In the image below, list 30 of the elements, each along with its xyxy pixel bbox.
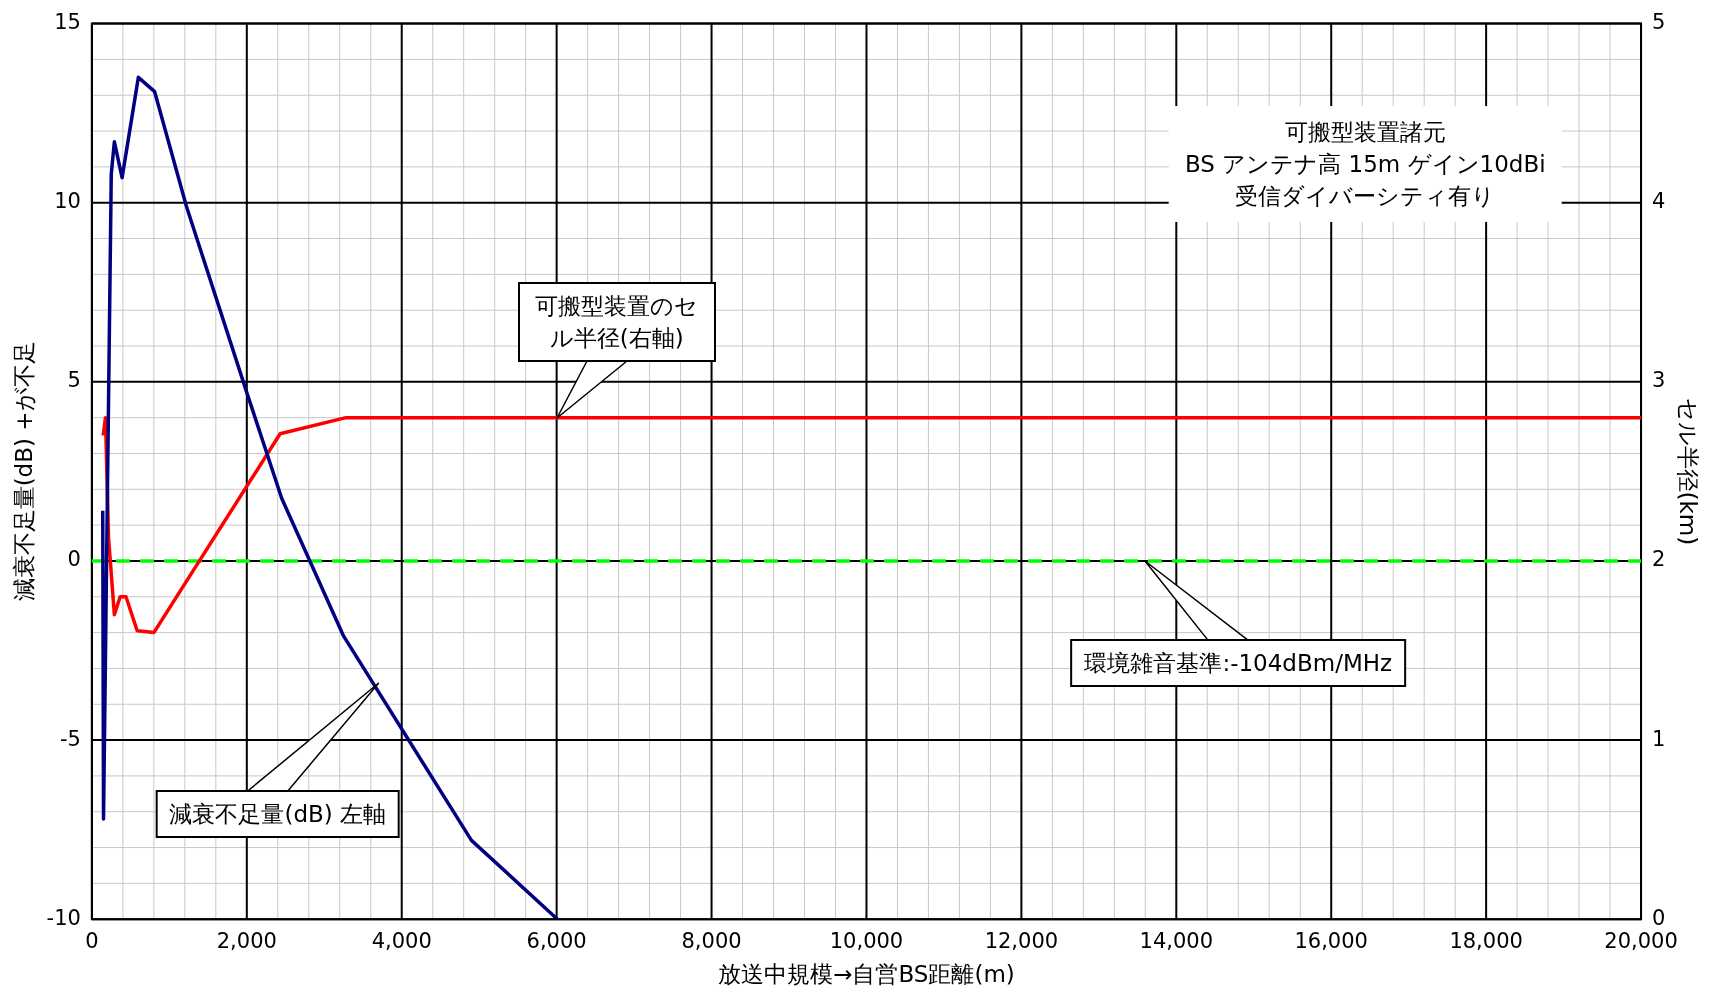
- x-axis-title: 放送中規模→自営BS距離(m): [718, 961, 1015, 988]
- y2-tick-label: 1: [1652, 726, 1666, 751]
- y2-tick-label: 5: [1652, 10, 1666, 35]
- x-tick-label: 2,000: [216, 929, 277, 954]
- annotation: 可搬型装置のセル半径(右軸): [517, 281, 716, 362]
- x-tick-label: 4,000: [371, 929, 432, 954]
- x-tick-label: 14,000: [1139, 929, 1214, 954]
- y-tick-label: 15: [54, 10, 81, 35]
- y-tick-label: -10: [46, 905, 81, 930]
- x-tick-label: 10,000: [829, 929, 904, 954]
- y2-tick-label: 4: [1652, 189, 1666, 214]
- x-tick-label: 12,000: [984, 929, 1059, 954]
- y-tick-label: -5: [59, 726, 81, 751]
- x-tick-label: 16,000: [1294, 929, 1368, 954]
- x-tick-label: 6,000: [526, 929, 587, 954]
- y2-tick-label: 2: [1652, 547, 1666, 572]
- annotation: 環境雑音基準:-104dBm/MHz: [1070, 639, 1407, 688]
- y2-axis-title: セル半径(km): [1675, 397, 1702, 546]
- y-axis-title: 減衰不足量(dB) +が不足: [10, 341, 37, 602]
- y-tick-label: 5: [67, 368, 81, 393]
- annotation: 減衰不足量(dB) 左軸: [155, 789, 401, 838]
- annotation: 可搬型装置諸元 BS アンテナ高 15m ゲイン10dBi 受信ダイバーシティ有り: [1168, 106, 1562, 223]
- y2-tick-label: 0: [1652, 905, 1666, 930]
- y-tick-label: 10: [54, 189, 81, 214]
- y-tick-label: 0: [67, 547, 81, 572]
- x-tick-label: 20,000: [1604, 929, 1678, 954]
- x-tick-label: 0: [85, 929, 99, 954]
- y2-tick-label: 3: [1652, 368, 1666, 393]
- x-tick-label: 8,000: [681, 929, 742, 954]
- x-tick-label: 18,000: [1449, 929, 1523, 954]
